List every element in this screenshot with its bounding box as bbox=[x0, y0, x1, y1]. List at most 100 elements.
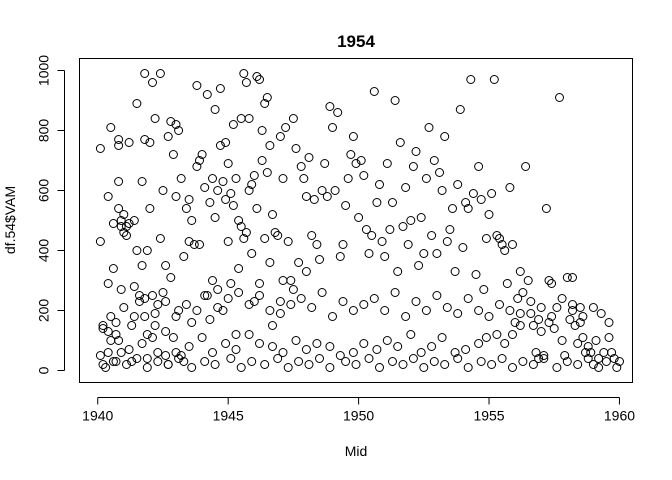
data-point bbox=[197, 150, 207, 159]
data-point bbox=[210, 360, 220, 369]
data-point bbox=[416, 348, 426, 357]
data-point bbox=[341, 357, 351, 366]
data-point bbox=[124, 345, 134, 354]
data-point bbox=[562, 357, 572, 366]
data-point bbox=[484, 312, 494, 321]
data-point bbox=[95, 351, 105, 360]
data-point bbox=[568, 273, 577, 282]
data-point bbox=[241, 228, 251, 237]
data-point bbox=[252, 204, 262, 213]
data-point bbox=[158, 186, 168, 195]
data-point bbox=[411, 297, 421, 306]
data-point bbox=[218, 306, 228, 315]
data-point bbox=[247, 249, 257, 258]
data-point bbox=[453, 354, 463, 363]
data-point bbox=[103, 279, 113, 288]
data-point bbox=[176, 351, 186, 360]
data-point bbox=[307, 303, 317, 312]
data-point bbox=[429, 156, 439, 165]
data-point bbox=[187, 318, 197, 327]
data-point bbox=[539, 351, 549, 360]
data-point bbox=[291, 144, 301, 153]
data-point bbox=[244, 186, 254, 195]
data-point bbox=[114, 135, 124, 144]
data-point bbox=[375, 363, 384, 372]
data-point bbox=[322, 192, 332, 201]
data-point bbox=[372, 198, 382, 207]
data-point bbox=[228, 201, 238, 210]
data-point bbox=[299, 174, 309, 183]
data-point bbox=[442, 237, 452, 246]
data-point bbox=[174, 354, 184, 363]
data-point bbox=[361, 225, 371, 234]
data-point bbox=[200, 183, 210, 192]
x-tick-label: 1960 bbox=[604, 408, 635, 424]
data-point bbox=[521, 162, 531, 171]
data-point bbox=[508, 240, 517, 249]
data-point bbox=[213, 186, 223, 195]
plot-area bbox=[79, 58, 633, 383]
data-point bbox=[408, 162, 418, 171]
data-point bbox=[458, 243, 468, 252]
data-point bbox=[461, 198, 471, 207]
data-point bbox=[359, 171, 369, 180]
data-point bbox=[309, 195, 319, 204]
y-tick-label: 1000 bbox=[36, 55, 52, 86]
data-point bbox=[429, 357, 439, 366]
data-point bbox=[568, 306, 577, 315]
data-point bbox=[369, 294, 379, 303]
data-point bbox=[515, 267, 525, 276]
data-point bbox=[153, 300, 163, 309]
data-point bbox=[466, 75, 476, 84]
data-point bbox=[215, 141, 225, 150]
data-point bbox=[171, 348, 181, 357]
chart-title: 1954 bbox=[337, 32, 375, 51]
data-point bbox=[244, 300, 254, 309]
data-point bbox=[278, 174, 288, 183]
data-point bbox=[401, 312, 411, 321]
data-point bbox=[247, 180, 257, 189]
data-point bbox=[335, 252, 345, 261]
data-point bbox=[414, 261, 424, 270]
data-point bbox=[359, 300, 369, 309]
data-point bbox=[508, 330, 517, 339]
data-point bbox=[328, 312, 337, 321]
data-point bbox=[140, 69, 150, 78]
data-point bbox=[526, 309, 536, 318]
data-point bbox=[184, 237, 194, 246]
data-point bbox=[171, 192, 181, 201]
data-point bbox=[202, 90, 212, 99]
data-point bbox=[325, 342, 335, 351]
data-point bbox=[179, 357, 189, 366]
data-point bbox=[455, 105, 465, 114]
data-point bbox=[489, 75, 499, 84]
data-point bbox=[348, 306, 358, 315]
data-point bbox=[479, 285, 489, 294]
data-point bbox=[393, 342, 403, 351]
x-tick-label: 1955 bbox=[473, 408, 504, 424]
data-point bbox=[372, 345, 382, 354]
data-point bbox=[599, 348, 609, 357]
data-point bbox=[380, 306, 390, 315]
data-point bbox=[547, 312, 557, 321]
data-point bbox=[187, 216, 197, 225]
data-point bbox=[411, 147, 421, 156]
data-point bbox=[163, 132, 173, 141]
data-point bbox=[359, 339, 369, 348]
data-point bbox=[108, 219, 118, 228]
data-point bbox=[291, 336, 301, 345]
data-point bbox=[367, 231, 377, 240]
data-point bbox=[148, 291, 157, 300]
data-point bbox=[497, 240, 507, 249]
data-point bbox=[255, 279, 264, 288]
data-point bbox=[427, 231, 437, 240]
data-point bbox=[390, 96, 400, 105]
data-point bbox=[427, 342, 437, 351]
data-point bbox=[555, 93, 564, 102]
data-point bbox=[325, 363, 335, 372]
data-point bbox=[351, 159, 361, 168]
data-point bbox=[432, 291, 442, 300]
data-point bbox=[273, 354, 283, 363]
data-point bbox=[356, 156, 366, 165]
